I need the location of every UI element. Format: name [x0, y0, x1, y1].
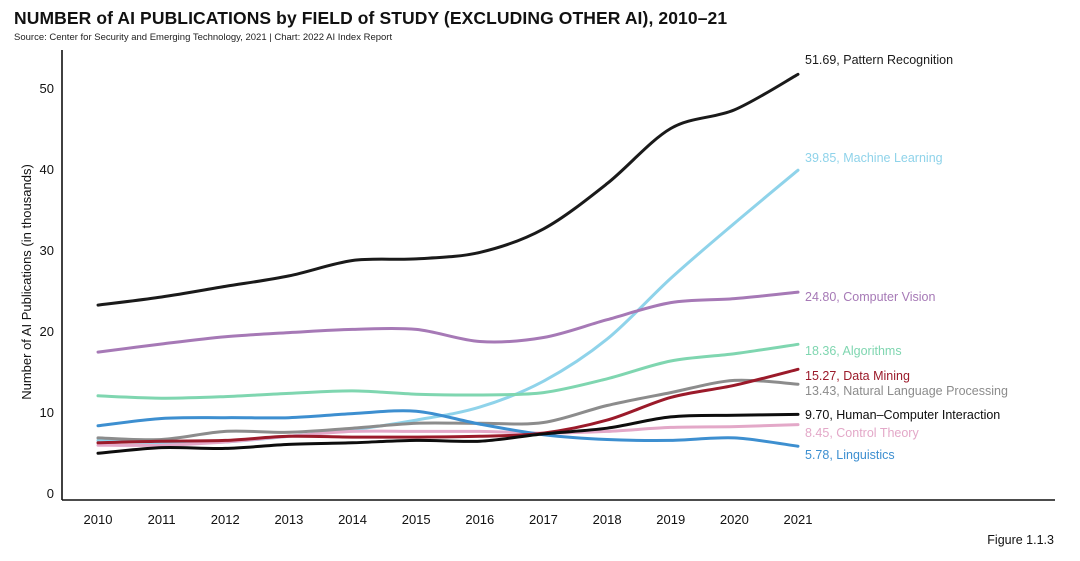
chart-axes — [61, 50, 1055, 501]
y-tick-label: 10 — [40, 405, 54, 420]
series-label-linguistics: 5.78, Linguistics — [805, 448, 895, 462]
series-label-data-mining: 15.27, Data Mining — [805, 369, 910, 383]
y-axis-label: Number of AI Publications (in thousands) — [19, 164, 34, 400]
series-line-pattern-recognition — [96, 72, 800, 307]
figure-number: Figure 1.1.3 — [987, 533, 1054, 547]
x-axis-ticks: 2010 2011 2012 2013 2014 2015 2016 2017 2018 2019… — [84, 512, 813, 527]
series-label-human-computer-interaction: 9.70, Human–Computer Interaction — [805, 408, 1000, 422]
chart-source: Source: Center for Security and Emerging… — [14, 32, 393, 43]
y-tick-label: 40 — [40, 162, 54, 177]
x-tick-label: 2013 — [274, 512, 303, 527]
series-line-human-computer-interaction — [96, 412, 800, 455]
y-tick-label: 0 — [47, 486, 54, 501]
series-label-machine-learning: 39.85, Machine Learning — [805, 151, 943, 165]
y-tick-label: 30 — [40, 243, 54, 258]
series-line-linguistics — [96, 409, 800, 448]
series-label-natural-language-processing: 13.43, Natural Language Processing — [805, 384, 1008, 398]
x-tick-label: 2010 — [84, 512, 113, 527]
series-line-machine-learning — [96, 168, 800, 445]
x-tick-label: 2014 — [338, 512, 367, 527]
series-line-control-theory — [96, 423, 800, 447]
series-line-computer-vision — [96, 290, 800, 354]
x-tick-label: 2018 — [593, 512, 622, 527]
series-line-algorithms — [96, 342, 800, 400]
x-tick-label: 2020 — [720, 512, 749, 527]
x-tick-label: 2012 — [211, 512, 240, 527]
chart-title: NUMBER of AI PUBLICATIONS by FIELD of ST… — [14, 8, 728, 28]
series-label-algorithms: 18.36, Algorithms — [805, 344, 902, 358]
series-line-natural-language-processing — [96, 378, 800, 442]
y-axis-ticks: 0 10 20 30 40 50 — [40, 81, 54, 501]
x-tick-label: 2011 — [148, 512, 176, 527]
series-end-labels: 51.69, Pattern Recognition 39.85, Machine… — [804, 52, 1010, 464]
series-line-data-mining — [96, 367, 800, 445]
x-tick-label: 2015 — [402, 512, 431, 527]
x-tick-label: 2016 — [465, 512, 494, 527]
series-label-computer-vision: 24.80, Computer Vision — [805, 290, 935, 304]
y-tick-label: 20 — [40, 324, 54, 339]
x-tick-label: 2017 — [529, 512, 558, 527]
series-label-pattern-recognition: 51.69, Pattern Recognition — [805, 53, 953, 67]
series-lines — [96, 72, 800, 455]
x-tick-label: 2019 — [656, 512, 685, 527]
y-tick-label: 50 — [40, 81, 54, 96]
series-label-control-theory: 8.45, Control Theory — [805, 426, 919, 440]
x-tick-label: 2021 — [784, 512, 813, 527]
